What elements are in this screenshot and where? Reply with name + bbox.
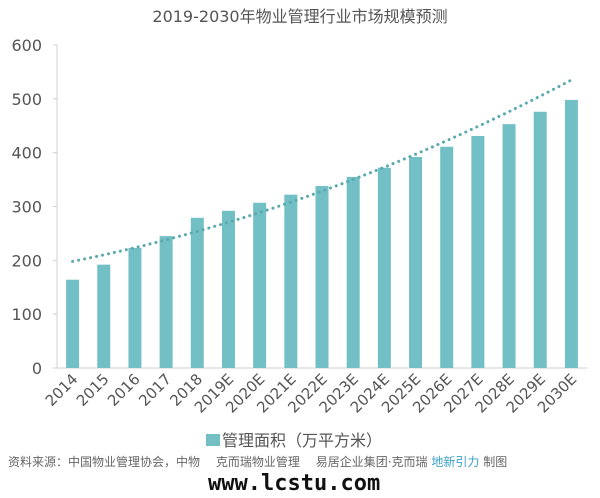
bar bbox=[564, 99, 578, 368]
source-made: 制图 bbox=[483, 455, 508, 469]
source-note: 资料来源：中国物业管理协会，中物 克而瑞物业管理 易居企业集团·克而瑞 地新引力… bbox=[8, 455, 507, 469]
watermark: www.lcstu.com bbox=[208, 471, 381, 496]
x-tick-label: 2014 bbox=[42, 370, 82, 410]
bar bbox=[128, 247, 142, 368]
x-tick-label: 2017 bbox=[135, 370, 175, 410]
bar bbox=[284, 194, 298, 368]
source-brand: 地新引力 bbox=[431, 455, 480, 469]
bar bbox=[377, 167, 391, 368]
source-text: 资料来源：中国物业管理协会，中物 bbox=[8, 455, 201, 469]
y-tick-label: 100 bbox=[11, 305, 42, 324]
bar bbox=[409, 156, 423, 368]
trend-line bbox=[71, 78, 573, 263]
source-org: 易居企业集团·克而瑞 bbox=[315, 455, 428, 469]
x-tick-label: 2016 bbox=[104, 370, 144, 410]
x-tick-label: 2015 bbox=[73, 370, 113, 410]
bar bbox=[159, 236, 173, 368]
bar bbox=[346, 176, 360, 368]
legend-label: 管理面积（万平方米） bbox=[222, 431, 382, 450]
y-tick-label: 300 bbox=[11, 198, 42, 217]
bar bbox=[66, 279, 80, 368]
bar bbox=[221, 210, 235, 368]
bar bbox=[190, 217, 204, 368]
legend-swatch bbox=[206, 434, 220, 446]
bar bbox=[97, 264, 111, 368]
y-tick-label: 500 bbox=[11, 90, 42, 109]
y-tick-label: 200 bbox=[11, 251, 42, 270]
y-tick-label: 600 bbox=[11, 36, 42, 55]
bar bbox=[502, 124, 516, 368]
bar bbox=[533, 111, 547, 369]
chart-title: 2019-2030年物业管理行业市场规模预测 bbox=[152, 7, 447, 26]
bar bbox=[253, 202, 267, 368]
bar bbox=[440, 146, 454, 368]
y-tick-label: 400 bbox=[11, 144, 42, 163]
y-tick-label: 0 bbox=[32, 359, 42, 378]
source-mid: 克而瑞物业管理 bbox=[215, 455, 300, 469]
bar bbox=[471, 135, 485, 368]
bar bbox=[315, 186, 329, 368]
